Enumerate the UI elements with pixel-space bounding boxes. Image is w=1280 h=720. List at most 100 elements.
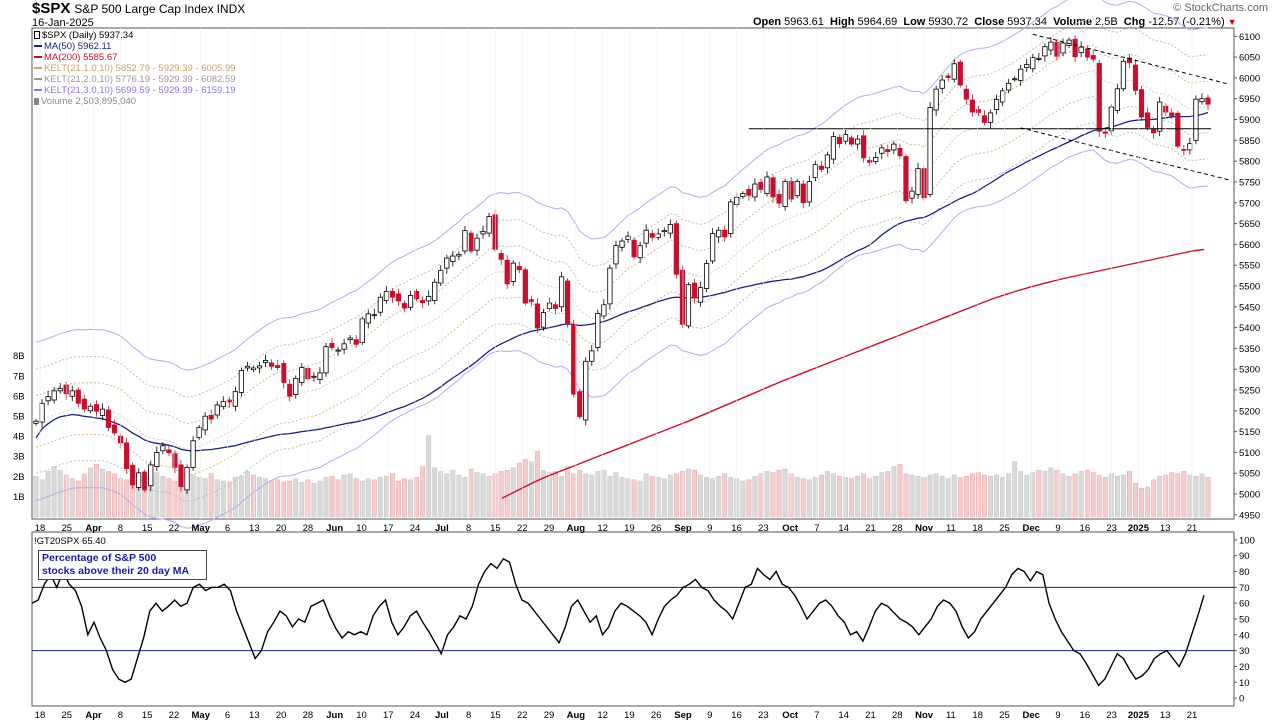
volume-bar: [365, 478, 371, 518]
price-x-tick-label: Oct: [782, 523, 799, 534]
volume-bar: [1006, 473, 1012, 518]
candle-body: [256, 365, 263, 369]
volume-bar: [1066, 475, 1072, 518]
candle-body: [1060, 42, 1066, 54]
volume-bar: [377, 477, 383, 518]
volume-bar: [1120, 474, 1126, 518]
candle-body: [293, 377, 299, 395]
high-value: 5964.69: [857, 16, 898, 28]
candle-body: [45, 396, 51, 402]
price-panel: [31, 27, 1235, 520]
volume-bar: [214, 479, 220, 518]
candle-body: [848, 137, 855, 145]
indicator-x-tick-label: 28: [303, 710, 314, 720]
candle-body: [571, 323, 577, 395]
kelt1-lower-line: [35, 96, 1209, 476]
volume-bar: [293, 478, 299, 518]
indicator-x-tick-label: 22: [517, 710, 528, 720]
candle-body: [299, 367, 305, 383]
volume-bar: [577, 469, 583, 518]
candle-body: [583, 360, 589, 421]
legend-text: $SPX (Daily) 5937.34: [42, 30, 134, 41]
legend-swatch: [34, 89, 42, 92]
candle-body: [365, 313, 371, 324]
price-x-tick-label: 29: [544, 523, 555, 534]
candle-body: [347, 337, 353, 341]
price-x-tick-label: 23: [758, 523, 769, 534]
candle-body: [166, 449, 172, 454]
indicator-line: [31, 557, 1205, 687]
candle-body: [81, 398, 87, 410]
volume-tick-label: 1B: [13, 492, 25, 503]
volume-bar: [190, 474, 196, 518]
candle-body: [438, 270, 444, 284]
price-tick-label: 4950: [1239, 510, 1260, 521]
volume-bar: [957, 477, 963, 518]
volume-bar: [764, 471, 770, 518]
volume-bar: [323, 477, 329, 518]
candle-body: [722, 229, 728, 238]
indicator-x-tick-label: 18: [35, 710, 46, 720]
brand-text: © StockCharts.com: [1173, 2, 1268, 14]
volume-bar: [607, 475, 613, 518]
candle-body: [202, 415, 208, 431]
volume-bar: [631, 479, 637, 518]
price-x-tick-label: 12: [597, 523, 608, 534]
volume-bar: [106, 471, 111, 518]
legend-swatch: [34, 78, 42, 81]
indicator-x-tick-label: 23: [758, 710, 769, 720]
kelt1-upper-line: [35, 44, 1209, 424]
candle-body: [190, 440, 196, 468]
volume-bar: [716, 475, 722, 518]
volume-bar: [1060, 473, 1066, 518]
indicator-x-tick-label: 10: [356, 710, 367, 720]
candle-body: [522, 269, 528, 304]
indicator-x-tick-label: May: [192, 710, 211, 720]
candle-body: [631, 239, 637, 258]
candle-body: [450, 255, 456, 262]
volume-bar: [891, 466, 897, 518]
price-x-tick-label: 16: [1080, 523, 1091, 534]
price-x-tick-label: 13: [249, 523, 260, 534]
down-arrow-icon: ▼: [1227, 17, 1237, 27]
volume-bar: [601, 469, 607, 518]
legend-swatch: [34, 45, 42, 48]
candle-body: [552, 304, 559, 309]
volume-bar: [679, 471, 685, 518]
volume-bar: [462, 477, 468, 518]
brand-logo[interactable]: © StockCharts.com: [1173, 2, 1268, 14]
candle-body: [595, 313, 601, 348]
legend-swatch: [34, 31, 40, 40]
price-x-tick-label: Aug: [567, 523, 586, 534]
candle-body: [250, 367, 257, 371]
price-x-tick-label: 10: [356, 523, 367, 534]
low-label: Low: [903, 16, 926, 28]
candle-body: [341, 343, 347, 350]
candle-body: [703, 263, 710, 289]
candle-body: [401, 303, 408, 309]
candle-body: [697, 287, 704, 303]
candle-body: [1120, 60, 1127, 90]
candle-body: [679, 269, 686, 325]
volume-bar: [963, 475, 969, 518]
indicator-x-tick-label: 19: [624, 710, 635, 720]
candle-body: [903, 156, 909, 202]
candle-body: [643, 229, 649, 244]
candle-body: [788, 181, 794, 200]
indicator-x-tick-label: 17: [383, 710, 394, 720]
channel-upper-line: [1032, 33, 1230, 85]
candle-body: [510, 262, 516, 282]
open-value: 5963.61: [784, 16, 824, 28]
volume-bar: [257, 477, 262, 518]
volume-bar: [547, 472, 552, 518]
indicator-tick-label: 80: [1239, 567, 1250, 578]
high-label: High: [830, 16, 855, 28]
volume-bar: [1036, 469, 1042, 518]
candle-body: [1036, 57, 1042, 60]
indicator-x-tick-label: Sep: [674, 710, 692, 720]
volume-bar: [498, 471, 504, 518]
candle-body: [1157, 101, 1163, 132]
candle-body: [885, 149, 891, 152]
volume-bar: [788, 473, 794, 518]
